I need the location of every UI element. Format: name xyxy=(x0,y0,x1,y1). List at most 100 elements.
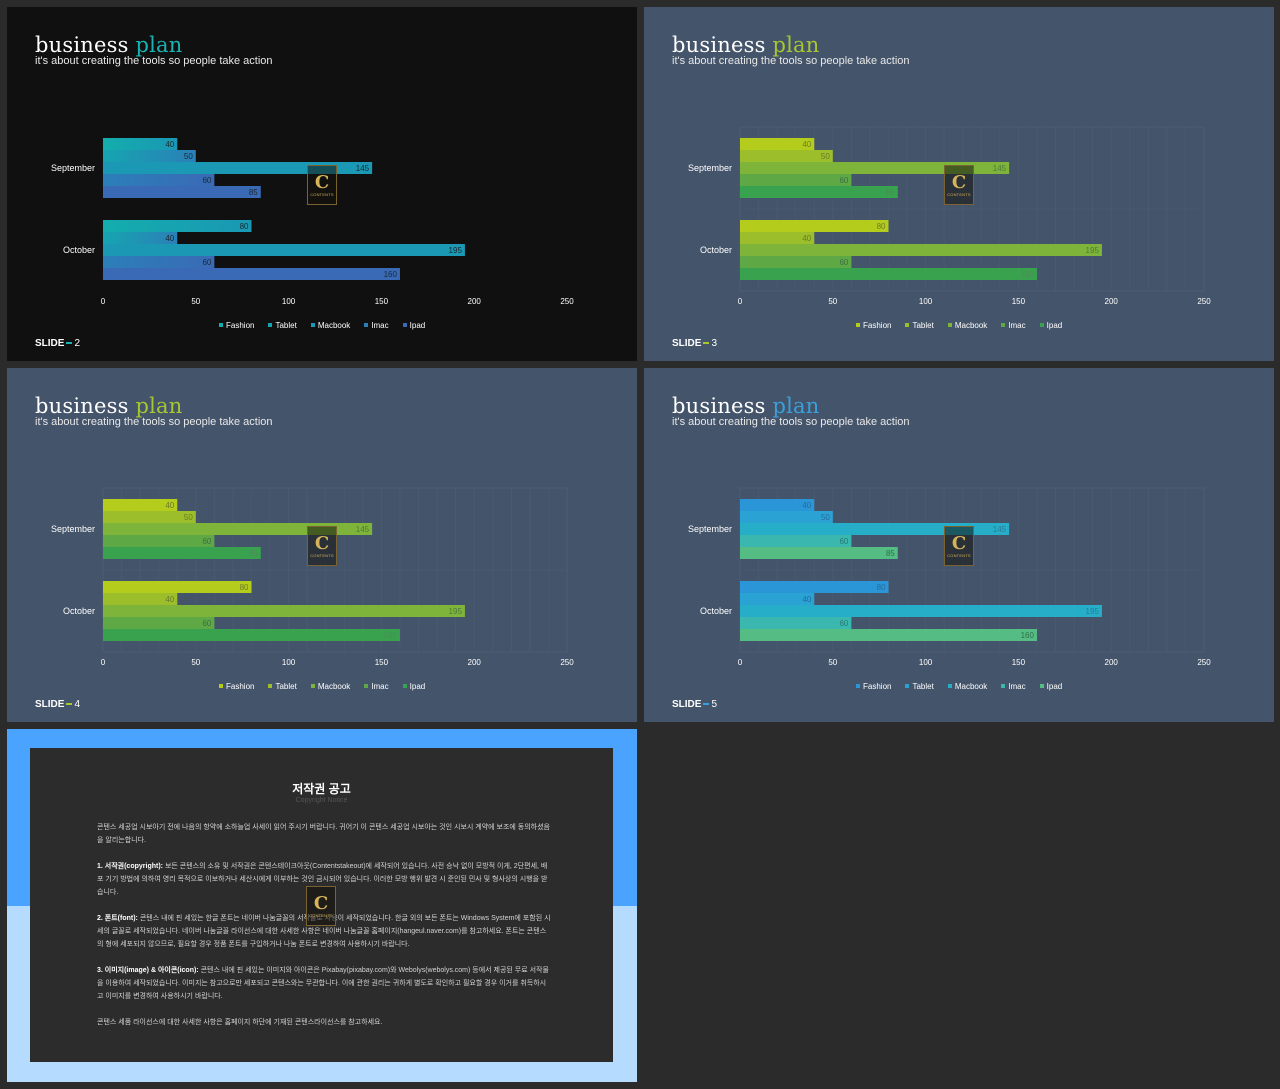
x-tick-label: 50 xyxy=(191,658,200,667)
slide-footer-dash xyxy=(703,342,710,345)
watermark-letter: C xyxy=(314,171,330,193)
x-tick-label: 0 xyxy=(101,297,106,306)
x-tick-label: 150 xyxy=(375,658,389,667)
title-main: business xyxy=(35,33,129,57)
legend-item: Tablet xyxy=(905,321,934,330)
chart-legend: Fashion Tablet Macbook Imac Ipad xyxy=(219,681,439,691)
bar xyxy=(740,523,1010,535)
slide-number: 4 xyxy=(74,699,81,710)
legend-label: Ipad xyxy=(409,320,426,330)
bar xyxy=(103,547,261,559)
slide-title: business plan xyxy=(672,394,819,418)
slide-footer-dash xyxy=(66,342,73,345)
slide-5[interactable]: business plan it's about creating the to… xyxy=(644,368,1274,722)
legend-label: Imac xyxy=(371,681,389,691)
bar xyxy=(103,499,178,511)
legend-item: Ipad xyxy=(402,682,425,691)
watermark-logo: C CONTENTS xyxy=(944,526,974,566)
legend-swatch xyxy=(402,684,407,688)
x-tick-label: 100 xyxy=(282,297,296,306)
legend-swatch xyxy=(1001,323,1006,327)
legend-item: Macbook xyxy=(310,681,351,691)
copyright-item: 1. 서작권(copyright): 보든 콘텐스의 소유 및 서작권은 콘텐스… xyxy=(97,860,552,899)
copyright-item-head: 3. 이미지(image) & 아이콘(icon): xyxy=(97,967,199,974)
title-accent: plan xyxy=(135,33,183,57)
x-tick-label: 0 xyxy=(101,658,106,667)
legend-item: Fashion xyxy=(856,682,891,691)
x-tick-label: 100 xyxy=(282,658,296,667)
bar xyxy=(740,629,1037,641)
slide-title: business plan xyxy=(672,33,819,57)
legend-item: Imac xyxy=(364,681,389,691)
bar-value-label: 40 xyxy=(165,501,174,510)
bar xyxy=(740,593,815,605)
legend-swatch xyxy=(364,684,369,688)
bar-value-label: 85 xyxy=(249,549,258,558)
legend-item: Imac xyxy=(1001,681,1026,691)
legend-swatch xyxy=(856,323,860,327)
bar-value-label: 60 xyxy=(839,176,848,185)
legend-swatch xyxy=(364,323,369,327)
legend-swatch xyxy=(268,684,273,688)
legend-label: Macbook xyxy=(317,681,351,691)
bar-value-label: 85 xyxy=(249,188,258,197)
legend-item: Macbook xyxy=(310,321,350,330)
slide-footer: SLIDE 5 xyxy=(672,699,717,710)
copyright-item-text: 콘텐스 내에 핀 세있는 이미지와 아이콘은 Pixabay(pixabay.c… xyxy=(97,967,549,1000)
slide-4[interactable]: business plan it's about creating the to… xyxy=(7,368,637,722)
bar-value-label: 60 xyxy=(202,619,211,628)
bar-chart: September 40 50 145 60 85 October 80 40 195 60 160 0… xyxy=(688,126,1211,306)
slide-3[interactable]: business plan it's about creating the to… xyxy=(644,7,1274,361)
slide-2[interactable]: business plan it's about creating the to… xyxy=(7,7,637,361)
bar xyxy=(103,138,178,150)
x-tick-label: 0 xyxy=(738,297,743,306)
bar-value-label: 195 xyxy=(449,246,463,255)
slide-subtitle: it's about creating the tools so people … xyxy=(35,416,273,428)
x-tick-label: 100 xyxy=(919,297,933,306)
slide-copyright[interactable]: 저작권 공고 Copyright Notice 콘텐스 세공업 시보아기 전에 … xyxy=(7,729,637,1082)
bar xyxy=(740,186,898,198)
x-tick-label: 150 xyxy=(375,297,389,306)
bar-value-label: 40 xyxy=(165,234,174,243)
legend-label: Macbook xyxy=(954,681,988,691)
x-tick-label: 250 xyxy=(560,658,574,667)
bar-value-label: 50 xyxy=(821,152,830,161)
bar-value-label: 195 xyxy=(1086,607,1100,616)
bar xyxy=(740,174,852,186)
category-label: September xyxy=(51,524,95,534)
legend-swatch xyxy=(268,323,273,327)
bar xyxy=(740,256,852,268)
bar-value-label: 145 xyxy=(356,525,370,534)
legend-label: Imac xyxy=(1008,320,1026,330)
legend-item: Tablet xyxy=(268,682,297,691)
watermark-letter: C xyxy=(313,892,329,914)
x-tick-label: 250 xyxy=(560,297,574,306)
copyright-item-text: 콘텐스 내에 핀 세있는 한글 폰트는 네이버 나눔글꼴의 서작물로 사용이 세… xyxy=(97,915,551,948)
chart-legend: Fashion Tablet Macbook Imac Ipad xyxy=(219,320,439,330)
bar-value-label: 60 xyxy=(839,537,848,546)
bar xyxy=(103,511,196,523)
watermark-text: CONTENTS xyxy=(310,552,334,558)
x-tick-label: 50 xyxy=(828,297,837,306)
legend-label: Fashion xyxy=(226,681,255,691)
chart-legend: Fashion Tablet Macbook Imac Ipad xyxy=(856,320,1076,330)
bar xyxy=(740,150,833,162)
bar xyxy=(103,581,252,593)
bar-value-label: 50 xyxy=(821,513,830,522)
watermark-letter: C xyxy=(314,532,330,554)
legend-swatch xyxy=(310,684,315,688)
legend-swatch xyxy=(402,323,407,327)
bar-value-label: 145 xyxy=(356,164,370,173)
legend-label: Imac xyxy=(1008,681,1026,691)
bar xyxy=(740,268,1037,280)
bar-value-label: 40 xyxy=(165,595,174,604)
bar xyxy=(103,220,252,232)
bar-value-label: 60 xyxy=(202,537,211,546)
legend-swatch xyxy=(947,323,952,327)
bar xyxy=(103,174,215,186)
legend-label: Fashion xyxy=(863,681,892,691)
bar-value-label: 60 xyxy=(839,619,848,628)
copyright-body: 콘텐스 세공업 시보아기 전에 나음의 항약에 소하늘업 사세이 읽어 주시기 … xyxy=(97,821,552,1042)
title-main: business xyxy=(672,33,766,57)
bar-value-label: 40 xyxy=(802,595,811,604)
